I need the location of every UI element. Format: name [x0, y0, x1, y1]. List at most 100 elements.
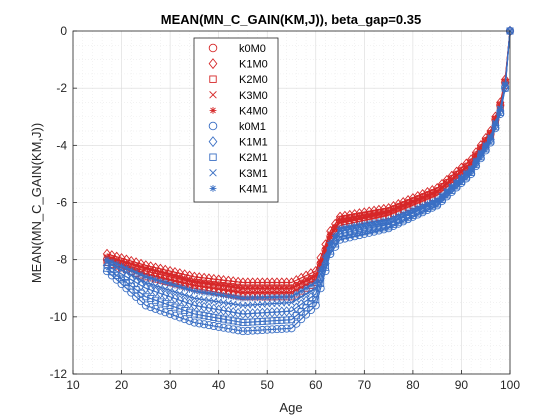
marker-asterisk	[205, 290, 213, 297]
marker-asterisk	[477, 149, 485, 156]
x-tick-label: 80	[406, 378, 420, 392]
marker-diamond	[214, 304, 223, 315]
marker-square	[273, 317, 281, 325]
marker-asterisk	[297, 279, 305, 287]
marker-asterisk	[147, 275, 154, 282]
marker-asterisk	[118, 257, 125, 265]
marker-circle	[243, 326, 252, 335]
marker-x	[142, 278, 150, 287]
marker-circle	[238, 327, 247, 336]
marker-asterisk	[132, 269, 140, 276]
marker-square	[249, 318, 257, 326]
marker-asterisk	[336, 216, 344, 223]
marker-asterisk	[365, 219, 373, 227]
marker-asterisk	[409, 206, 417, 213]
marker-diamond	[170, 293, 180, 304]
marker-circle	[166, 309, 175, 319]
marker-x	[171, 288, 179, 296]
marker-asterisk	[278, 285, 286, 292]
marker-square	[239, 319, 247, 327]
marker-square	[190, 310, 198, 318]
ticks: 10 20 30 40 50 60 70 80 90 100 -12 -10 -8 -6 -4 -2 0	[50, 24, 521, 392]
marker-asterisk	[414, 195, 421, 203]
marker-asterisk	[327, 230, 334, 238]
y-tick-label: -4	[56, 138, 67, 152]
marker-circle	[122, 284, 131, 293]
legend-label: K4M0	[239, 105, 268, 117]
marker-diamond	[180, 296, 189, 308]
marker-asterisk	[351, 222, 358, 229]
marker-asterisk	[162, 270, 169, 277]
marker-asterisk	[263, 294, 271, 301]
marker-asterisk	[385, 207, 392, 215]
marker-square	[385, 223, 393, 231]
marker-square	[375, 225, 383, 233]
marker-asterisk	[312, 272, 320, 279]
marker-asterisk	[467, 164, 475, 172]
marker-asterisk	[307, 282, 315, 289]
marker-x	[156, 283, 164, 291]
y-tick-label: -2	[56, 81, 67, 95]
marker-square	[210, 313, 218, 321]
legend-label: K1M1	[239, 137, 268, 149]
marker-asterisk	[399, 201, 407, 209]
marker-square	[360, 228, 368, 236]
marker-diamond	[204, 302, 214, 314]
marker-square	[195, 311, 203, 319]
marker-asterisk	[215, 291, 222, 298]
marker-square	[380, 224, 388, 232]
marker-asterisk	[492, 119, 499, 126]
marker-circle	[209, 321, 218, 331]
marker-asterisk	[356, 221, 363, 229]
marker-asterisk	[186, 276, 193, 284]
marker-x	[185, 293, 194, 301]
marker-asterisk	[113, 260, 120, 268]
marker-circle	[234, 326, 243, 335]
marker-asterisk	[365, 211, 373, 218]
marker-asterisk	[317, 265, 324, 273]
marker-square	[209, 153, 217, 161]
marker-circle	[175, 313, 184, 322]
marker-asterisk	[259, 285, 266, 292]
series-line	[106, 30, 511, 332]
marker-asterisk	[278, 293, 286, 301]
x-tick-label: 100	[500, 378, 520, 392]
marker-asterisk	[128, 260, 135, 268]
marker-circle	[287, 324, 296, 333]
marker-asterisk	[438, 183, 446, 191]
marker-asterisk	[390, 205, 397, 213]
marker-asterisk	[361, 212, 368, 219]
marker-asterisk	[171, 282, 179, 289]
marker-asterisk	[108, 258, 116, 266]
marker-asterisk	[220, 292, 227, 299]
marker-asterisk	[361, 220, 368, 228]
marker-square	[181, 307, 189, 315]
marker-diamond	[185, 298, 194, 309]
marker-square	[152, 296, 160, 304]
marker-square	[258, 317, 266, 325]
legend-item: K3M1	[209, 168, 268, 180]
x-tick-label: 70	[358, 378, 372, 392]
marker-square	[220, 315, 228, 323]
marker-asterisk	[356, 212, 363, 220]
marker-diamond	[233, 307, 243, 319]
marker-asterisk	[448, 182, 455, 190]
legend-label: K4M1	[239, 183, 268, 195]
marker-asterisk	[229, 283, 237, 291]
marker-circle	[248, 326, 257, 335]
marker-asterisk	[322, 244, 329, 251]
marker-asterisk	[263, 285, 271, 292]
x-tick-label: 90	[455, 378, 469, 392]
marker-asterisk	[501, 80, 509, 88]
marker-asterisk	[351, 213, 358, 221]
marker-asterisk	[200, 279, 208, 286]
marker-asterisk	[463, 163, 470, 170]
marker-asterisk	[395, 203, 402, 211]
marker-asterisk	[191, 287, 198, 295]
marker-asterisk	[176, 274, 184, 281]
marker-circle	[170, 311, 180, 320]
marker-circle	[311, 301, 320, 310]
marker-asterisk	[443, 187, 451, 194]
marker-asterisk	[196, 278, 203, 286]
